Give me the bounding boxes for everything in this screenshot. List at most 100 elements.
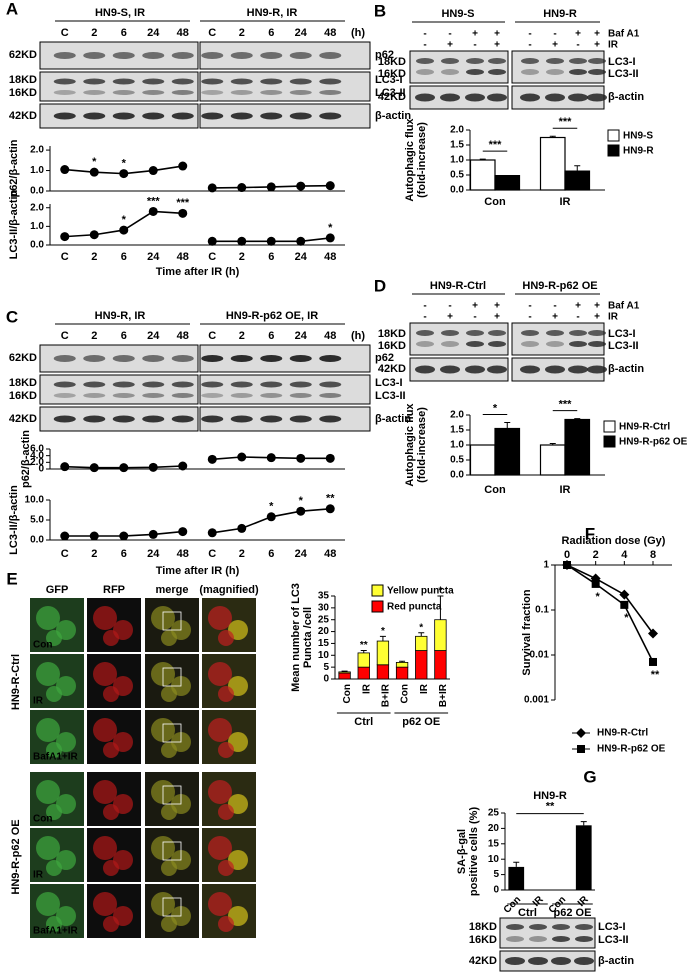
y-tick-label: 6.0 (30, 444, 44, 455)
x-tick-label: Con (342, 684, 353, 703)
blot-band (83, 112, 106, 120)
blot-band (53, 112, 76, 120)
point (577, 745, 585, 753)
panel-letter: A (6, 0, 18, 18)
treatment-name: IR (608, 40, 619, 51)
blot-band (466, 330, 484, 336)
error-bar (479, 158, 486, 160)
blot-image (199, 406, 371, 432)
size-label: 18KD (9, 74, 37, 86)
y-axis-label: LC3-II/β-actin (8, 485, 20, 555)
point (325, 453, 335, 463)
blot-band (171, 90, 194, 95)
y-tick-label: 2.0 (450, 125, 464, 136)
blot-band (569, 69, 587, 75)
blot-band (416, 330, 434, 336)
y-tick-label: 5 (493, 869, 499, 880)
blot-band (546, 330, 564, 336)
blot-band (415, 93, 435, 102)
y-tick-label: 0.5 (450, 170, 464, 181)
blot-image (199, 41, 371, 70)
bar (469, 444, 496, 476)
treatment-mark: - (473, 312, 476, 323)
cell (218, 686, 234, 702)
y-tick-label: 10.0 (25, 495, 45, 506)
blot-band (506, 924, 524, 930)
blot-band (201, 112, 224, 120)
protein-label: LC3-I (598, 921, 626, 933)
cell (93, 780, 117, 804)
error-bar (437, 595, 444, 620)
blot-band (53, 355, 76, 362)
point (60, 462, 70, 472)
size-label: 62KD (9, 352, 37, 364)
blot-band (319, 52, 342, 59)
y-tick-label: 20 (488, 823, 500, 834)
protein-label: LC3-II (608, 68, 639, 80)
treatment-mark: - (576, 40, 579, 51)
blot-band (319, 393, 342, 398)
blot-band (487, 93, 507, 102)
significance: * (419, 622, 423, 633)
treatment-name: Baf A1 (608, 29, 640, 40)
blot-band (260, 355, 283, 362)
protein-label: LC3-I (375, 74, 403, 86)
blot-band (112, 415, 135, 423)
protein-label: β-actin (598, 955, 634, 967)
blot-band (201, 52, 224, 59)
point (620, 600, 629, 609)
y-tick-label: 1 (543, 560, 549, 571)
treatment-mark: + (594, 312, 600, 323)
treatment-mark: - (448, 29, 451, 40)
bar-segment (357, 652, 370, 668)
protein-label: LC3-I (608, 56, 636, 68)
lane-label: 2 (239, 27, 245, 39)
zoom-box (162, 667, 182, 687)
error-bar (513, 861, 520, 867)
line (566, 564, 654, 635)
cell (208, 780, 232, 804)
zoom-box (162, 785, 182, 805)
cell (161, 804, 177, 820)
legend-swatch (607, 129, 620, 142)
blot-band (289, 112, 312, 120)
point (296, 181, 306, 191)
x-tick-label: 48 (177, 251, 189, 263)
y-tick-label: 15 (488, 838, 500, 849)
blot-image (39, 71, 199, 102)
lane-label: C (208, 330, 216, 342)
legend-swatch (603, 435, 616, 448)
bar-segment (434, 619, 447, 651)
x-tick-label: Con (484, 196, 506, 208)
blot-group: HN9-R, IR (95, 310, 146, 322)
blot-band (465, 93, 485, 102)
x-tick-label: 6 (268, 548, 274, 560)
cell (36, 718, 60, 742)
bar (469, 159, 496, 191)
significance: * (328, 222, 333, 234)
point (266, 182, 276, 192)
cell (93, 892, 117, 916)
blot-band (201, 90, 224, 95)
blot-band (441, 69, 459, 75)
y-tick-label: 1.5 (450, 425, 464, 436)
blot-band (466, 341, 484, 347)
cell (208, 718, 232, 742)
protein-label: LC3-II (375, 390, 406, 402)
protein-label: LC3-II (375, 87, 406, 99)
blot-band (568, 365, 588, 374)
zoom-box (162, 611, 182, 631)
blot-band (416, 341, 434, 347)
point (148, 206, 158, 216)
x-tick-label: 6 (268, 251, 274, 263)
x-tick-label: IR (560, 484, 571, 496)
bar (494, 427, 521, 476)
y-tick-label: 5 (323, 662, 329, 673)
protein-label: LC3-I (375, 377, 403, 389)
legend-swatch (607, 144, 620, 157)
blot-group: HN9-S (441, 8, 474, 20)
blot-band (521, 341, 539, 347)
x-tick-label: IR (560, 196, 571, 208)
x-tick-label: 24 (295, 251, 308, 263)
blot-band (171, 78, 194, 85)
